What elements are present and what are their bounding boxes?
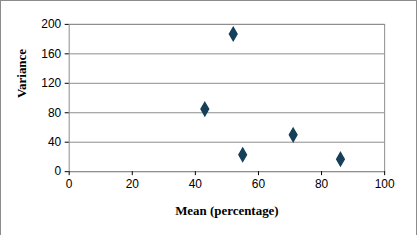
svg-text:160: 160: [41, 47, 61, 61]
svg-text:0: 0: [66, 177, 73, 191]
svg-text:40: 40: [189, 177, 203, 191]
svg-text:Mean (percentage): Mean (percentage): [175, 203, 278, 218]
svg-text:80: 80: [48, 106, 62, 120]
svg-text:60: 60: [252, 177, 266, 191]
svg-text:80: 80: [315, 177, 329, 191]
svg-text:Variance: Variance: [14, 49, 29, 98]
svg-text:120: 120: [41, 76, 61, 90]
svg-text:20: 20: [126, 177, 140, 191]
svg-text:40: 40: [48, 135, 62, 149]
svg-text:200: 200: [41, 17, 61, 31]
svg-text:100: 100: [375, 177, 395, 191]
svg-text:0: 0: [55, 164, 62, 178]
